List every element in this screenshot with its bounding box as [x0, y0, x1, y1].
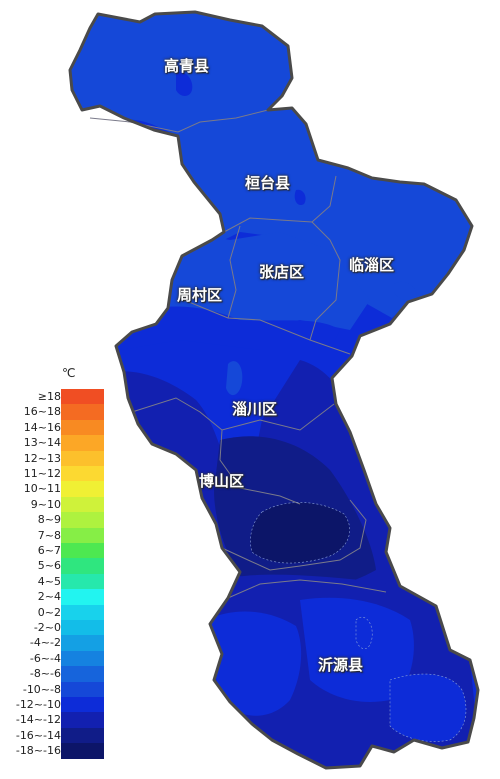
zone-minus-8-10-linzi-spot	[394, 281, 417, 301]
legend-item-swatch	[61, 527, 104, 543]
legend-item-label: 11~12	[23, 467, 61, 480]
legend-item-swatch	[61, 727, 104, 744]
legend-item-swatch	[61, 681, 104, 697]
legend-item-swatch	[61, 650, 104, 667]
legend-item: -8~-6	[4, 666, 114, 682]
legend-item-label: 14~16	[23, 420, 61, 434]
legend-item-label: 7~8	[37, 528, 61, 542]
legend-item: 16~18	[4, 404, 114, 420]
legend-item-swatch	[61, 558, 104, 574]
district-label-huantai: 桓台县	[245, 174, 291, 192]
legend-item-label: 6~7	[37, 544, 61, 557]
legend-item-label: 10~11	[23, 482, 61, 496]
legend-item: -2~0	[4, 620, 114, 636]
legend-item: -10~-8	[4, 681, 114, 697]
legend-item: 2~4	[4, 589, 114, 605]
district-label-zhoucun: 周村区	[177, 286, 223, 304]
legend-item-label: 2~4	[37, 590, 61, 604]
district-label-yiyuan: 沂源县	[318, 656, 364, 674]
legend-item-swatch	[61, 697, 104, 713]
district-label-zhangdian: 张店区	[259, 263, 305, 281]
legend-item-label: 0~2	[37, 605, 61, 619]
legend-item: 9~10	[4, 496, 114, 513]
legend-item-label: -18~-16	[15, 744, 61, 758]
zone-minus-10-12-yiyuan-west	[206, 611, 302, 716]
legend-item: -4~-2	[4, 635, 114, 651]
legend-item: 10~11	[4, 481, 114, 497]
legend-item-label: 5~6	[37, 559, 61, 573]
legend-item-label: -14~-12	[15, 713, 61, 727]
legend-item-label: 12~13	[23, 451, 61, 465]
district-borders	[89, 109, 387, 599]
legend-item: 0~2	[4, 604, 114, 620]
legend-item-label: 8~9	[37, 513, 61, 527]
legend-item-swatch	[61, 712, 104, 728]
legend-item: 5~6	[4, 558, 114, 574]
legend-item: 13~14	[4, 435, 114, 451]
legend-item: 6~7	[4, 543, 114, 559]
legend-item-swatch	[61, 435, 104, 451]
zone-minus-8-10-zichuan-spot	[226, 361, 243, 396]
legend-item: -12~-10	[4, 697, 114, 713]
zone-minus-16-18-core	[250, 502, 350, 564]
legend-item-swatch	[61, 450, 104, 466]
legend-item: 11~12	[4, 466, 114, 482]
legend-unit: ℃	[62, 366, 76, 380]
legend-item-label: -16~-14	[15, 728, 61, 742]
legend-item: ≥18	[4, 389, 114, 405]
legend-item-swatch	[61, 620, 104, 636]
legend-item-label: 4~5	[37, 574, 61, 588]
legend-item: -6~-4	[4, 650, 114, 667]
district-label-zichuan: 淄川区	[232, 400, 278, 418]
legend-item-swatch	[61, 573, 104, 590]
legend-item-label: 9~10	[30, 497, 61, 511]
legend-item-swatch	[61, 404, 104, 420]
legend-item-label: -8~-6	[29, 667, 61, 681]
legend-item-swatch	[61, 635, 104, 651]
legend-item-swatch	[61, 589, 104, 605]
legend-item-swatch	[61, 419, 104, 436]
legend-item-swatch	[61, 543, 104, 559]
zone-minus-10-12-zhoucun	[120, 306, 340, 350]
isotherm-outlines	[250, 502, 467, 742]
legend-item: 8~9	[4, 512, 114, 528]
zone-minus-10-12-yiyuan-east	[390, 674, 466, 742]
legend-item: 14~16	[4, 419, 114, 436]
legend-item: -14~-12	[4, 712, 114, 728]
legend-item-swatch	[61, 389, 104, 405]
zone-minus-10-12-yiyuan-lake	[356, 617, 373, 649]
legend-item-swatch	[61, 481, 104, 497]
legend-item-swatch	[61, 512, 104, 528]
zone-minus-10-12-pocket-huantai	[294, 189, 306, 206]
legend-item-label: -6~-4	[29, 651, 61, 665]
legend-item: 4~5	[4, 573, 114, 590]
legend-item-swatch	[61, 666, 104, 682]
legend-item-label: -12~-10	[15, 698, 61, 711]
legend-item-swatch	[61, 496, 104, 513]
legend-item: -16~-14	[4, 727, 114, 744]
legend-item: 12~13	[4, 450, 114, 466]
legend-item-swatch	[61, 743, 104, 759]
legend-item-label: 16~18	[23, 405, 61, 419]
city-boundary	[68, 10, 480, 770]
zone-minus-10-12-yiyuan-center	[300, 597, 414, 702]
zone-minus-10-12-pocket-gaoqing	[176, 71, 193, 96]
legend-item-label: 13~14	[23, 436, 61, 450]
legend-item: 7~8	[4, 527, 114, 543]
legend-item-swatch	[61, 604, 104, 620]
district-label-gaoqing: 高青县	[164, 57, 210, 75]
legend-item-label: -2~0	[33, 621, 61, 634]
district-label-linzi: 临淄区	[349, 256, 395, 274]
district-label-boshan: 博山区	[199, 472, 245, 490]
legend-item-label: -4~-2	[29, 636, 61, 650]
legend-item: -18~-16	[4, 743, 114, 759]
legend-item-swatch	[61, 466, 104, 482]
legend-item-label: -10~-8	[22, 682, 61, 696]
legend-item-label: ≥18	[37, 390, 61, 403]
